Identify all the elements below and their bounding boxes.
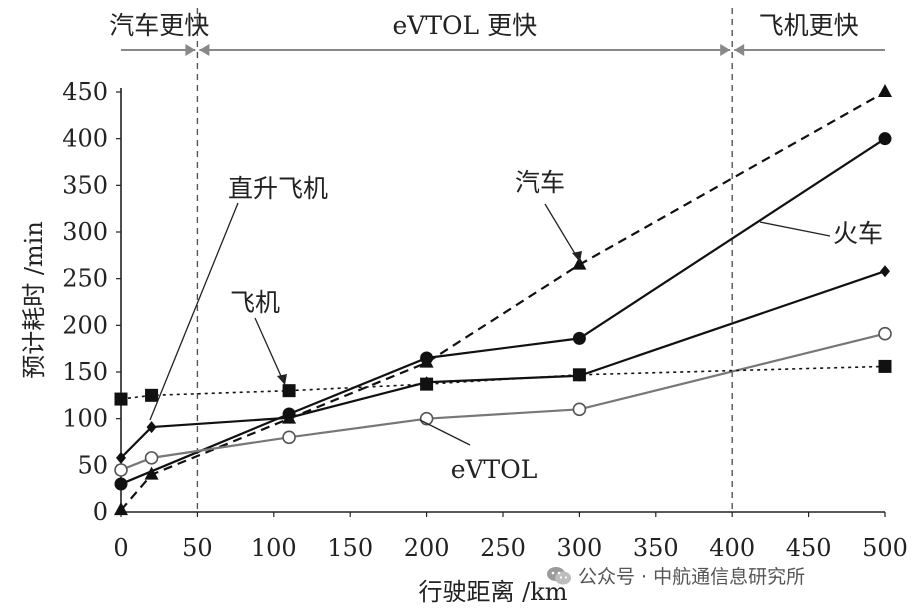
region-arrow-head-right [720,44,731,56]
data-point-直升飞机 [116,451,126,464]
data-point-火车 [420,351,434,365]
series-line-eVTOL [120,332,886,472]
region-label: 汽车更快 [109,11,209,40]
data-point-eVTOL [572,402,587,417]
data-point-直升飞机 [146,421,157,434]
x-tick-label: 250 [480,534,526,562]
x-tick-label: 0 [113,534,128,562]
callout-leader-飞机 [254,317,286,386]
x-tick-label: 400 [709,534,755,562]
y-tick-label: 350 [62,171,108,199]
callout-arrowhead-飞机 [277,374,287,385]
x-axis-title: 行驶距离 /km [418,578,567,606]
callout-leader-直升飞机 [149,202,239,421]
region-annotations: 汽车更快 eVTOL 更快 飞机更快 [109,8,885,512]
data-point-火车 [572,331,586,345]
region-label: 飞机更快 [759,11,859,40]
x-tick-label: 450 [786,534,832,562]
series-label-直升飞机: 直升飞机 [228,174,328,203]
callout-arrowhead-汽车 [572,251,582,262]
region-arrow-head-right [185,44,196,56]
y-tick-label: 400 [62,125,108,153]
data-point-飞机 [114,392,128,406]
y-tick-label: 50 [77,451,108,479]
x-tick-label: 150 [327,534,373,562]
x-tick-label: 300 [556,534,602,562]
y-tick-label: 250 [62,265,108,293]
data-point-火车 [878,132,892,146]
data-point-飞机 [420,377,434,391]
watermark-text: 公众号 · 中航通信息研究所 [578,566,806,588]
watermark: 公众号 · 中航通信息研究所 [546,562,805,589]
data-point-飞机 [145,388,159,402]
series-label-eVTOL: eVTOL [451,455,538,484]
callout-leader-火车 [759,221,831,237]
y-tick-label: 300 [62,218,108,246]
data-point-汽车 [878,84,892,97]
series-label-火车: 火车 [833,219,883,248]
series-layer [114,84,892,516]
data-point-eVTOL [114,463,128,477]
data-point-飞机 [282,384,296,398]
data-point-eVTOL [282,430,296,445]
data-point-eVTOL [878,326,892,341]
data-point-飞机 [878,359,892,373]
data-point-汽车 [114,502,128,516]
y-tick-label: 100 [62,405,108,433]
callout-leader-eVTOL [419,419,471,446]
x-tick-label: 50 [182,534,213,562]
x-tick-label: 500 [862,534,908,562]
data-point-火车 [114,477,128,491]
y-tick-label: 450 [62,78,108,106]
region-arrow-head-left [734,44,745,56]
series-label-汽车: 汽车 [515,168,565,197]
data-point-直升飞机 [284,411,295,424]
data-point-汽车 [572,256,587,270]
x-tick-label: 350 [633,534,679,562]
axes: 0 50 100 150 200 250 300 350 400 450 500 0 50 100 150 2… [20,78,908,606]
y-tick-label: 150 [62,358,108,386]
data-point-汽车 [144,466,159,480]
series-label-飞机: 飞机 [230,288,280,317]
y-tick-label: 0 [93,498,108,526]
data-point-飞机 [572,368,586,382]
x-tick-label: 200 [404,534,450,562]
wechat-icon [547,567,571,585]
y-tick-label: 200 [62,311,108,339]
callout-leader-汽车 [544,203,581,263]
region-arrow-head-left [199,44,210,56]
data-point-eVTOL [144,451,159,465]
data-point-直升飞机 [880,265,890,278]
x-tick-label: 100 [251,534,297,562]
region-label: eVTOL 更快 [393,11,538,40]
y-axis-title: 预计耗时 /min [20,221,48,379]
series-line-直升飞机 [120,270,886,459]
series-line-飞机 [120,365,886,400]
